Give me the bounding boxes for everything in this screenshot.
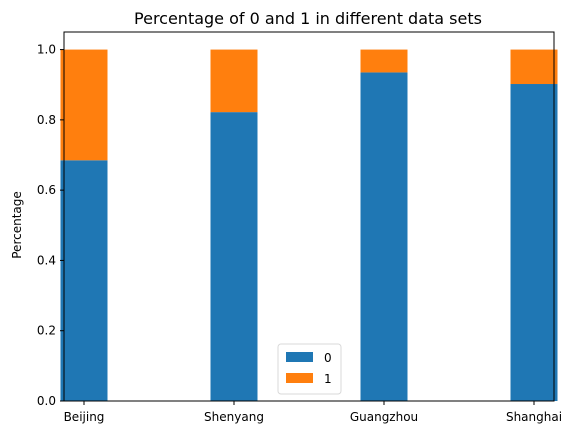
bar-beijing-series-1: [60, 49, 108, 161]
y-tick-label: 0.8: [37, 113, 56, 127]
y-tick-label: 1.0: [37, 43, 56, 57]
y-tick-label: 0.2: [37, 324, 56, 338]
x-tick-label-shenyang: Shenyang: [204, 410, 264, 424]
y-tick-label: 0.6: [37, 183, 56, 197]
x-tick-label-shanghai: Shanghai: [506, 410, 562, 424]
plot-frame: [63, 31, 555, 402]
y-tick-label: 0.4: [37, 253, 56, 267]
bar-beijing-series-0: [60, 160, 108, 401]
legend-swatch-0: [286, 352, 313, 362]
bar-guangzhou-series-1: [360, 49, 408, 73]
x-axis: Beijing Shenyang Guangzhou Shanghai: [64, 401, 562, 424]
plot-area: [60, 49, 558, 402]
legend: 01: [277, 343, 342, 395]
y-tick-label: 0.0: [37, 394, 56, 408]
bar-shanghai-series-0: [510, 84, 558, 402]
x-tick-label-beijing: Beijing: [64, 410, 105, 424]
chart-title: Percentage of 0 and 1 in different data …: [134, 9, 482, 28]
y-axis-label: Percentage: [10, 191, 24, 259]
legend-swatch-1: [286, 373, 313, 383]
bar-guangzhou-series-0: [360, 72, 408, 402]
x-tick-label-guangzhou: Guangzhou: [350, 410, 418, 424]
bar-shenyang-series-0: [210, 112, 258, 401]
legend-label-0: 0: [324, 351, 332, 365]
bar-shenyang-series-1: [210, 49, 258, 113]
y-axis: 0.0 0.2 0.4 0.6 0.8 1.0: [37, 43, 64, 408]
bar-shanghai-series-1: [510, 49, 558, 85]
legend-label-1: 1: [324, 372, 332, 386]
